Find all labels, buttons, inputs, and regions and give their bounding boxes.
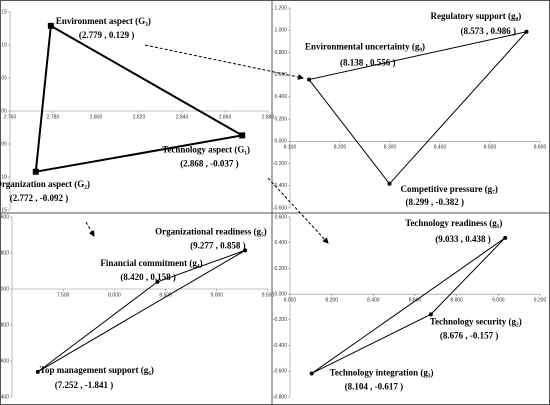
point-value-label: (9.033 , 0.438 ) — [435, 234, 491, 244]
x-tick-label: 8.400 — [367, 297, 380, 303]
x-tick-label: 2.880 — [262, 114, 275, 120]
y-tick-label: -0.15 — [0, 207, 7, 213]
x-tick-label: 8.600 — [534, 145, 547, 151]
point-label: Environmental uncertainty (g₉) — [305, 42, 425, 52]
x-tick-label: 8.000 — [108, 292, 121, 298]
point-value-label: (9.277 , 0.858 ) — [190, 240, 246, 250]
point-label: Organization aspect (G₂) — [0, 179, 90, 189]
x-tick-label: 8.200 — [325, 297, 338, 303]
point — [309, 371, 314, 376]
point-label: Organizational readiness (g₅) — [155, 226, 267, 236]
point — [32, 168, 39, 175]
point-value-label: (7.252 , -1.841 ) — [55, 380, 113, 390]
arrow — [85, 221, 95, 237]
x-tick-label: 2.820 — [133, 114, 146, 120]
x-tick-label: 9.200 — [534, 297, 547, 303]
y-tick-label: -0.10 — [0, 174, 7, 180]
y-tick-label: 1.600 — [0, 214, 9, 220]
point-value-label: (8.104 , -0.617 ) — [345, 382, 404, 392]
y-tick-label: -0.05 — [0, 141, 7, 147]
point-label: Environment aspect (G₃) — [56, 16, 151, 26]
y-tick-label: 0.600 — [274, 214, 287, 220]
point — [35, 369, 40, 374]
y-tick-label: 0.000 — [274, 291, 287, 297]
y-tick-label: 0.400 — [274, 240, 287, 246]
point-label: Technology readiness (g₁) — [405, 218, 502, 228]
y-tick-label: -2.400 — [0, 394, 9, 400]
x-tick-label: 7.500 — [57, 292, 70, 298]
point — [428, 312, 433, 317]
point — [387, 181, 392, 186]
point-label: Financial commitment (g₄) — [100, 258, 202, 268]
y-tick-label: 0.05 — [0, 75, 7, 81]
x-tick-label: 2.780 — [47, 114, 60, 120]
triangle-line — [34, 24, 246, 173]
y-tick-label: 1.000 — [274, 28, 287, 34]
y-tick-label: -0.200 — [273, 161, 287, 167]
triangle-line — [311, 237, 506, 374]
x-tick-label: 9.000 — [211, 292, 224, 298]
point — [47, 22, 54, 29]
y-tick-label: 0.000 — [0, 286, 9, 292]
x-tick-label: 8.300 — [384, 145, 397, 151]
x-tick-label: 8.200 — [334, 145, 347, 151]
point — [524, 29, 529, 34]
point — [503, 235, 508, 240]
point-label: Top management support (g₆) — [40, 365, 154, 375]
point-value-label: (8.299 , -0.382 ) — [406, 197, 465, 207]
y-tick-label: 0.200 — [274, 116, 287, 122]
point-label: Technology aspect (G₁) — [162, 144, 250, 154]
point — [239, 132, 246, 139]
triangle-line — [37, 249, 246, 373]
arrow — [144, 44, 304, 80]
x-tick-label: 2.840 — [176, 114, 189, 120]
y-tick-label: -0.200 — [273, 317, 287, 323]
y-tick-label: -0.600 — [273, 369, 287, 375]
point-value-label: (2.868 , -0.037 ) — [180, 158, 239, 168]
point-value-label: (8.138 , 0.556 ) — [340, 58, 396, 68]
y-tick-label: -0.400 — [273, 343, 287, 349]
point-value-label: (2.779 , 0.129 ) — [79, 30, 135, 40]
point — [155, 279, 160, 284]
point-value-label: (8.573 , 0.986 ) — [461, 26, 517, 36]
y-tick-label: 0.200 — [274, 266, 287, 272]
point-value-label: (8.420 , 0.158 ) — [120, 272, 175, 282]
point-label: Competitive pressure (g₇) — [401, 184, 498, 194]
x-tick-label: 2.760 — [4, 114, 17, 120]
y-tick-label: -1.600 — [0, 358, 9, 364]
x-tick-label: 8.400 — [434, 145, 447, 151]
y-tick-label: -0.600 — [273, 205, 287, 211]
y-tick-label: 0.00 — [0, 108, 7, 114]
x-tick-label: 9.000 — [492, 297, 505, 303]
x-tick-label: 9.500 — [262, 292, 275, 298]
y-tick-label: -0.800 — [273, 394, 287, 400]
y-tick-label: 0.600 — [274, 72, 287, 78]
x-tick-label: 8.500 — [484, 145, 497, 151]
x-tick-label: 2.800 — [90, 114, 103, 120]
y-tick-label: -0.800 — [0, 322, 9, 328]
point-label: Regulatory support (g₈) — [431, 11, 522, 21]
y-tick-label: -0.400 — [273, 183, 287, 189]
point-label: Technology integration (g₃) — [330, 368, 434, 378]
point-label: Technology security (g₂) — [430, 316, 522, 326]
x-tick-label: 8.800 — [450, 297, 463, 303]
x-tick-label: 2.860 — [219, 114, 232, 120]
x-tick-label: 8.000 — [284, 297, 297, 303]
y-tick-label: 0.000 — [274, 139, 287, 145]
y-tick-label: 1.200 — [274, 5, 287, 11]
triangle-line — [308, 30, 528, 185]
point-value-label: (2.772 , -0.092 ) — [10, 193, 69, 203]
x-tick-label: 8.500 — [159, 292, 172, 298]
y-tick-label: 0.400 — [274, 94, 287, 100]
point — [243, 248, 248, 253]
point — [307, 77, 311, 82]
y-tick-label: 0.10 — [0, 42, 7, 48]
point-value-label: (8.676 , -0.157 ) — [440, 330, 499, 340]
y-tick-label: 0.800 — [0, 250, 9, 256]
x-tick-label: 8.100 — [284, 145, 297, 151]
y-tick-label: 0.15 — [0, 9, 7, 15]
y-tick-label: 0.800 — [274, 50, 287, 56]
